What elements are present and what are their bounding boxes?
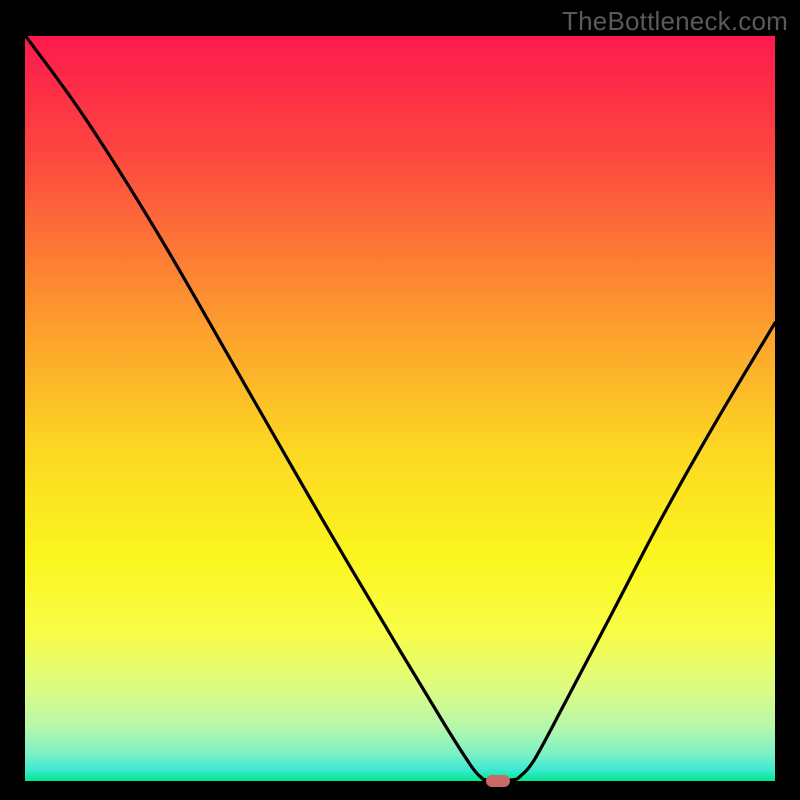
watermark-text: TheBottleneck.com bbox=[562, 6, 788, 37]
optimum-marker bbox=[486, 775, 510, 787]
bottleneck-curve bbox=[25, 36, 775, 781]
plot-area bbox=[25, 36, 775, 781]
